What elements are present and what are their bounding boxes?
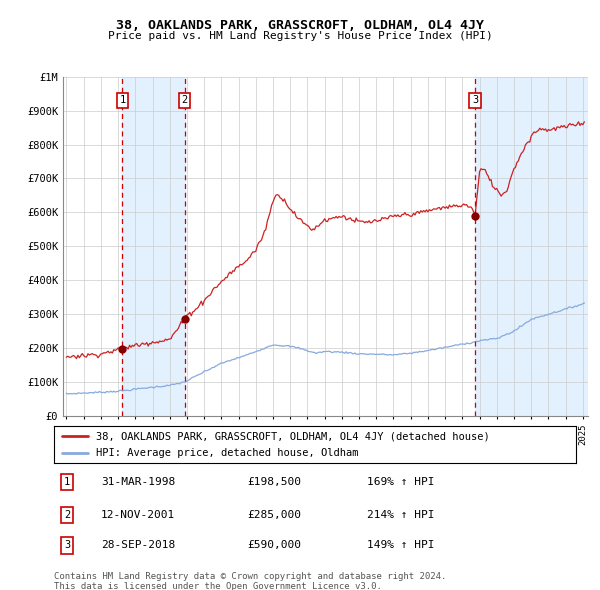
Text: 3: 3 bbox=[472, 96, 478, 106]
Text: Contains HM Land Registry data © Crown copyright and database right 2024.: Contains HM Land Registry data © Crown c… bbox=[54, 572, 446, 581]
Text: 2: 2 bbox=[64, 510, 70, 520]
Text: This data is licensed under the Open Government Licence v3.0.: This data is licensed under the Open Gov… bbox=[54, 582, 382, 590]
Bar bbox=[475, 77, 588, 416]
Text: 38, OAKLANDS PARK, GRASSCROFT, OLDHAM, OL4 4JY: 38, OAKLANDS PARK, GRASSCROFT, OLDHAM, O… bbox=[116, 19, 484, 32]
Text: 12-NOV-2001: 12-NOV-2001 bbox=[101, 510, 175, 520]
Text: 38, OAKLANDS PARK, GRASSCROFT, OLDHAM, OL4 4JY (detached house): 38, OAKLANDS PARK, GRASSCROFT, OLDHAM, O… bbox=[96, 431, 490, 441]
Text: 214% ↑ HPI: 214% ↑ HPI bbox=[367, 510, 434, 520]
Text: £590,000: £590,000 bbox=[247, 540, 301, 550]
Text: 149% ↑ HPI: 149% ↑ HPI bbox=[367, 540, 434, 550]
Bar bbox=[122, 77, 185, 416]
Text: £198,500: £198,500 bbox=[247, 477, 301, 487]
Text: Price paid vs. HM Land Registry's House Price Index (HPI): Price paid vs. HM Land Registry's House … bbox=[107, 31, 493, 41]
Text: 1: 1 bbox=[64, 477, 70, 487]
Text: 1: 1 bbox=[119, 96, 125, 106]
Text: £285,000: £285,000 bbox=[247, 510, 301, 520]
Text: 169% ↑ HPI: 169% ↑ HPI bbox=[367, 477, 434, 487]
Text: HPI: Average price, detached house, Oldham: HPI: Average price, detached house, Oldh… bbox=[96, 448, 358, 458]
Text: 2: 2 bbox=[182, 96, 188, 106]
Text: 28-SEP-2018: 28-SEP-2018 bbox=[101, 540, 175, 550]
Text: 31-MAR-1998: 31-MAR-1998 bbox=[101, 477, 175, 487]
Text: 3: 3 bbox=[64, 540, 70, 550]
